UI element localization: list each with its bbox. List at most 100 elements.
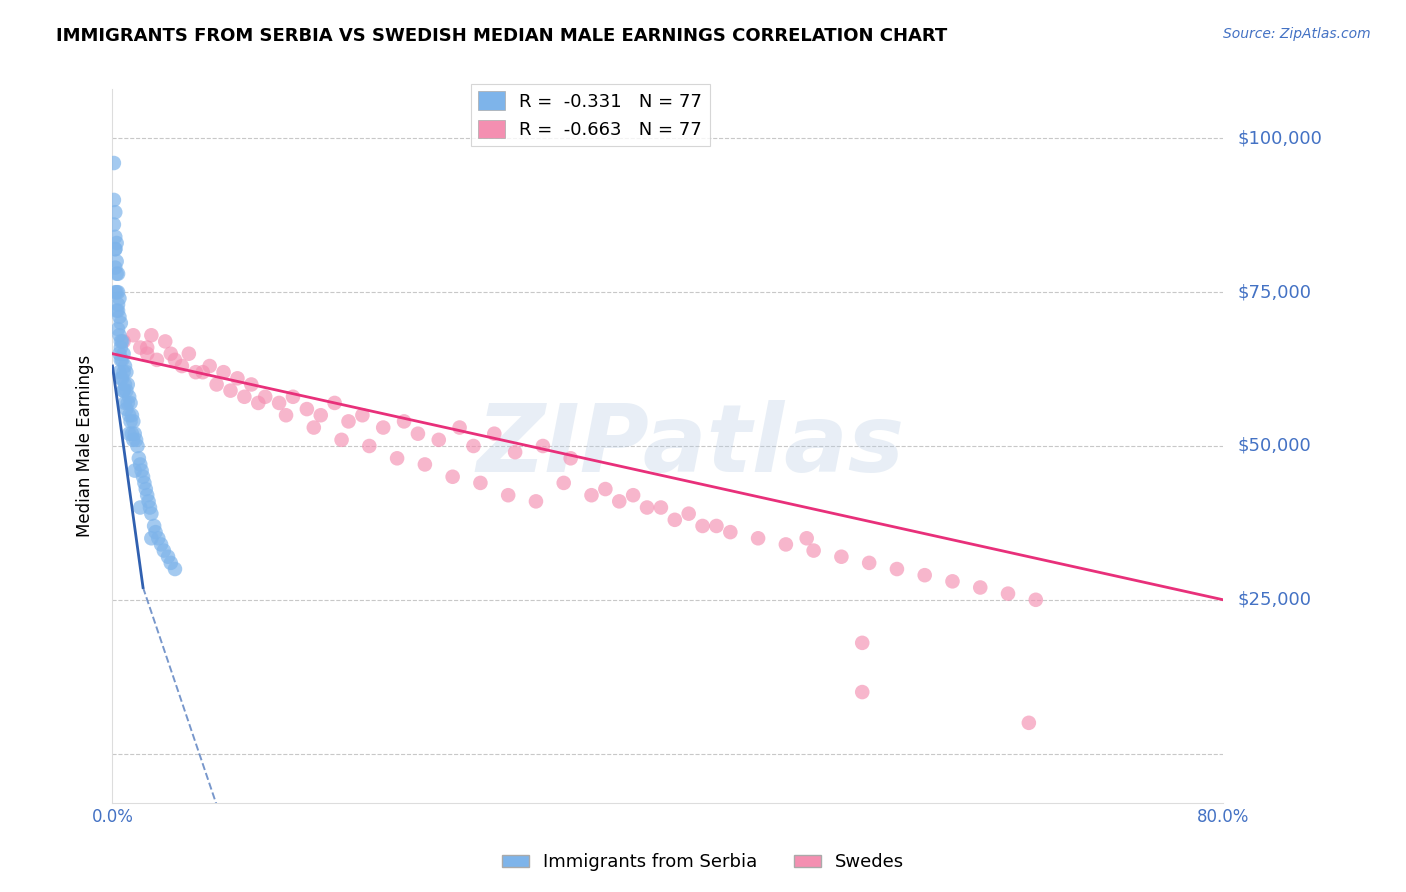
Point <box>104 230 127 244</box>
Point <box>108 328 131 343</box>
Point <box>115 402 138 417</box>
Point <box>851 636 873 650</box>
Point <box>108 365 131 379</box>
Point <box>104 260 127 275</box>
Point <box>254 390 277 404</box>
Point <box>124 464 146 478</box>
Point <box>103 218 125 232</box>
Point <box>359 439 381 453</box>
Point <box>108 310 131 324</box>
Point <box>118 426 141 441</box>
Point <box>302 420 325 434</box>
Point <box>496 488 519 502</box>
Point <box>110 334 132 349</box>
Point <box>104 242 127 256</box>
Point <box>718 525 741 540</box>
Point <box>470 475 492 490</box>
Point <box>143 519 166 533</box>
Point <box>621 488 644 502</box>
Point <box>136 341 159 355</box>
Point <box>503 445 526 459</box>
Point <box>111 371 134 385</box>
Point <box>129 458 152 472</box>
Text: $100,000: $100,000 <box>1237 129 1322 147</box>
Point <box>247 396 270 410</box>
Point <box>1025 592 1047 607</box>
Text: $25,000: $25,000 <box>1237 591 1312 609</box>
Point <box>105 303 128 318</box>
Point <box>212 365 235 379</box>
Point <box>330 433 353 447</box>
Point <box>706 519 728 533</box>
Point <box>233 390 256 404</box>
Point <box>373 420 395 434</box>
Point <box>155 334 177 349</box>
Point <box>851 685 873 699</box>
Point <box>803 543 825 558</box>
Point <box>392 414 415 428</box>
Point <box>103 193 125 207</box>
Point <box>914 568 936 582</box>
Point <box>664 513 686 527</box>
Legend: R =  -0.331   N = 77, R =  -0.663   N = 77: R = -0.331 N = 77, R = -0.663 N = 77 <box>471 84 710 146</box>
Point <box>441 469 464 483</box>
Point <box>120 396 142 410</box>
Point <box>114 396 136 410</box>
Point <box>104 205 127 219</box>
Point <box>240 377 263 392</box>
Point <box>112 384 135 398</box>
Point <box>886 562 908 576</box>
Point <box>115 384 138 398</box>
Point <box>110 371 132 385</box>
Point <box>111 334 134 349</box>
Point <box>107 303 129 318</box>
Point <box>105 254 128 268</box>
Point <box>107 285 129 300</box>
Point <box>607 494 630 508</box>
Point <box>129 500 152 515</box>
Point <box>650 500 672 515</box>
Text: ZIPatlas: ZIPatlas <box>477 400 904 492</box>
Text: $50,000: $50,000 <box>1237 437 1310 455</box>
Point <box>128 451 150 466</box>
Point <box>337 414 360 428</box>
Point <box>352 409 374 423</box>
Point <box>153 543 176 558</box>
Point <box>678 507 700 521</box>
Point <box>150 537 173 551</box>
Point <box>163 352 186 367</box>
Point <box>112 384 135 398</box>
Point <box>112 334 135 349</box>
Point <box>463 439 485 453</box>
Point <box>118 409 141 423</box>
Text: $75,000: $75,000 <box>1237 283 1312 301</box>
Point <box>117 396 139 410</box>
Point <box>997 587 1019 601</box>
Point <box>830 549 852 564</box>
Point <box>114 359 136 373</box>
Point <box>406 426 429 441</box>
Point <box>531 439 554 453</box>
Point <box>122 414 145 428</box>
Point <box>131 464 153 478</box>
Point <box>105 267 128 281</box>
Point <box>775 537 797 551</box>
Point <box>858 556 880 570</box>
Point <box>107 322 129 336</box>
Point <box>117 377 139 392</box>
Point <box>135 482 157 496</box>
Point <box>127 439 149 453</box>
Point <box>103 156 125 170</box>
Point <box>323 396 346 410</box>
Point <box>413 458 436 472</box>
Point <box>159 556 181 570</box>
Point <box>115 365 138 379</box>
Point <box>267 396 291 410</box>
Point <box>205 377 228 392</box>
Point <box>274 409 297 423</box>
Point <box>560 451 582 466</box>
Legend: Immigrants from Serbia, Swedes: Immigrants from Serbia, Swedes <box>495 847 911 879</box>
Point <box>121 409 143 423</box>
Point <box>184 365 207 379</box>
Point <box>136 488 159 502</box>
